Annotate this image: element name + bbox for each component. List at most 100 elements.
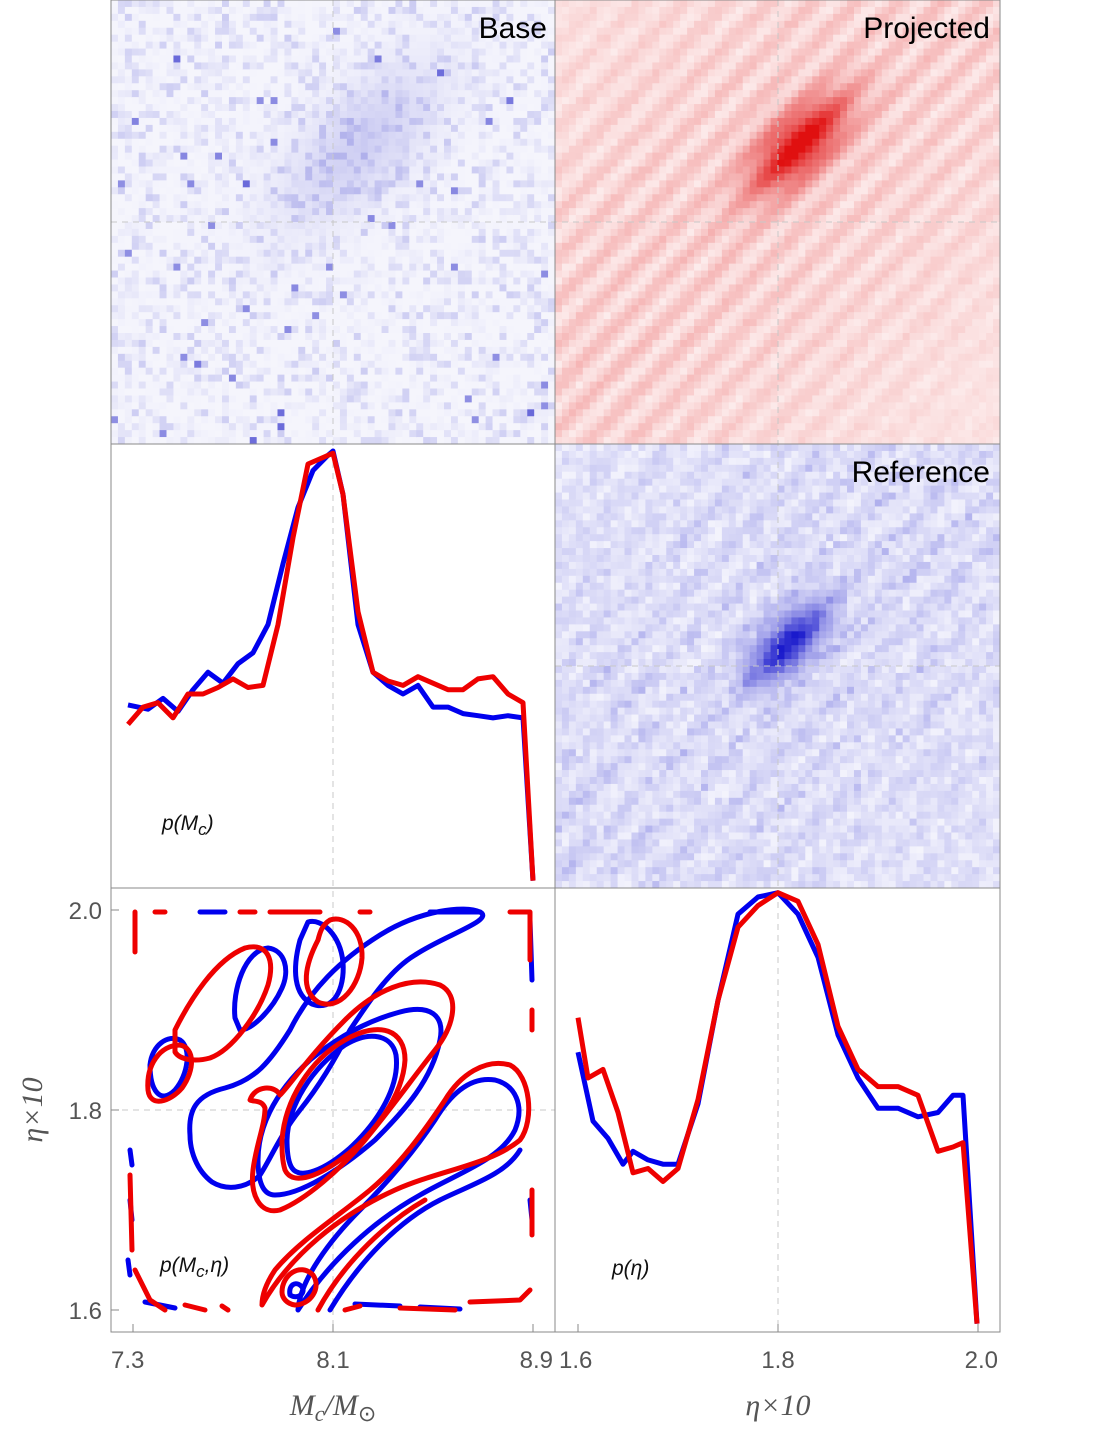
heatmap-cell	[638, 173, 646, 181]
heatmap-cell	[582, 41, 591, 49]
heatmap-cell	[402, 353, 410, 362]
heatmap-cell	[131, 13, 140, 22]
heatmap-cell	[131, 298, 140, 306]
heatmap-cell	[339, 291, 348, 299]
heatmap-cell	[402, 187, 410, 195]
heatmap-cell	[423, 416, 431, 424]
heatmap-cell	[409, 339, 417, 348]
heatmap-cell	[312, 326, 320, 334]
heatmap-cell	[589, 277, 598, 285]
heatmap-cell	[457, 55, 466, 63]
heatmap-cell	[520, 111, 528, 119]
heatmap-cell	[471, 270, 480, 278]
heatmap-cell	[492, 48, 500, 56]
heatmap-cell	[541, 346, 549, 355]
heatmap-cell	[277, 194, 285, 202]
heatmap-cell	[291, 409, 299, 417]
heatmap-cell	[499, 367, 507, 376]
heatmap-cell	[117, 305, 126, 313]
heatmap-cell	[333, 360, 341, 369]
heatmap-cell	[610, 270, 618, 278]
heatmap-cell	[353, 76, 362, 84]
heatmap-cell	[388, 0, 396, 8]
heatmap-cell	[520, 388, 528, 396]
heatmap-cell	[187, 381, 195, 389]
heatmap-cell	[548, 374, 556, 382]
heatmap-cell	[159, 388, 167, 396]
heatmap-cell	[215, 124, 223, 133]
heatmap-cell	[485, 242, 493, 251]
heatmap-cell	[575, 159, 584, 167]
heatmap-cell	[610, 55, 618, 63]
heatmap-cell	[312, 62, 320, 70]
heatmap-cell	[499, 305, 507, 313]
heatmap-cell	[499, 187, 507, 195]
heatmap-cell	[145, 187, 154, 195]
heatmap-cell	[388, 312, 396, 320]
heatmap-cell	[603, 152, 612, 160]
heatmap-cell	[541, 437, 549, 445]
heatmap-cell	[194, 235, 202, 244]
heatmap-cell	[263, 228, 271, 237]
heatmap-cell	[228, 111, 237, 119]
heatmap-cell	[131, 319, 140, 327]
heatmap-cell	[215, 145, 223, 154]
heatmap-cell	[409, 353, 417, 362]
heatmap-cell	[145, 395, 154, 403]
heatmap-cell	[631, 416, 639, 424]
heatmap-cell	[166, 395, 174, 403]
heatmap-cell	[173, 277, 181, 285]
heatmap-cell	[249, 242, 258, 251]
heatmap-cell	[388, 55, 396, 63]
heatmap-cell	[305, 34, 313, 43]
heatmap-cell	[575, 131, 584, 140]
heatmap-cell	[464, 388, 473, 396]
heatmap-cell	[610, 388, 618, 396]
heatmap-cell	[360, 215, 369, 223]
heatmap-cell	[111, 187, 119, 195]
heatmap-cell	[416, 83, 424, 91]
heatmap-cell	[402, 242, 410, 251]
heatmap-cell	[284, 326, 292, 334]
heatmap-cell	[291, 104, 299, 112]
heatmap-cell	[603, 166, 612, 174]
heatmap-cell	[374, 256, 382, 265]
heatmap-cell	[471, 145, 480, 154]
heatmap-cell	[561, 34, 570, 43]
heatmap-cell	[582, 270, 591, 278]
heatmap-cell	[367, 284, 376, 292]
heatmap-cell	[527, 27, 535, 36]
heatmap-cell	[506, 124, 514, 133]
heatmap-cell	[409, 242, 417, 251]
heatmap-cell	[159, 90, 167, 98]
heatmap-cell	[111, 173, 119, 181]
heatmap-cell	[145, 138, 154, 147]
heatmap-cell	[138, 62, 147, 70]
heatmap-cell	[645, 145, 653, 154]
heatmap-cell	[270, 291, 278, 299]
heatmap-cell	[312, 117, 320, 126]
heatmap-cell	[575, 339, 584, 348]
heatmap-cell	[187, 20, 195, 29]
heatmap-cell	[471, 34, 480, 43]
heatmap-cell	[256, 381, 265, 389]
heatmap-cell	[520, 76, 528, 84]
heatmap-cell	[256, 298, 265, 306]
heatmap-cell	[333, 388, 341, 396]
heatmap-cell	[582, 228, 591, 237]
heatmap-cell	[228, 159, 237, 167]
heatmap-cell	[242, 111, 251, 119]
heatmap-cell	[333, 339, 341, 348]
heatmap-cell	[555, 145, 563, 154]
heatmap-cell	[235, 97, 244, 105]
heatmap-cell	[603, 55, 612, 63]
heatmap-cell	[228, 235, 237, 244]
heatmap-cell	[381, 346, 389, 355]
heatmap-cell	[402, 346, 410, 355]
heatmap-cell	[215, 298, 223, 306]
heatmap-cell	[249, 409, 258, 417]
heatmap-cell	[561, 409, 570, 417]
heatmap-cell	[367, 48, 376, 56]
heatmap-cell	[131, 48, 140, 56]
heatmap-cell	[339, 138, 348, 147]
